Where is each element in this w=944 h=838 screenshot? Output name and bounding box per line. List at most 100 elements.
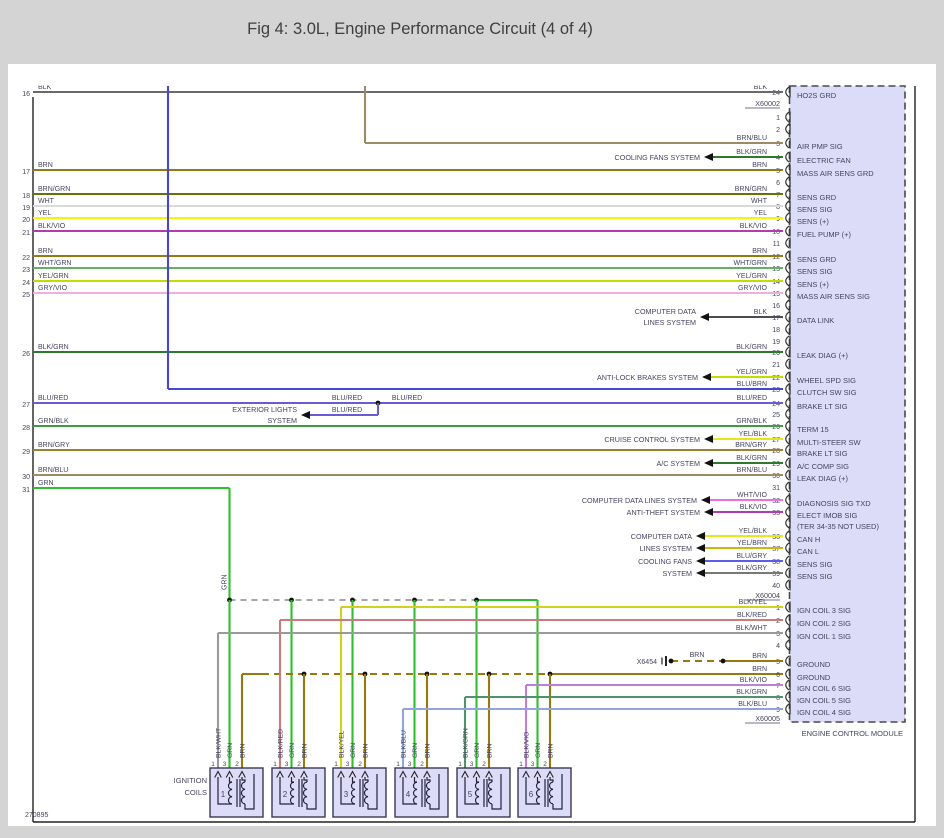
coil-wire-label: BRN bbox=[425, 744, 432, 758]
connector-label-X60002: X60002 bbox=[755, 99, 780, 108]
ecm-pin-X60004-7: 7 SENS GRD BRN/GRN bbox=[33, 186, 837, 202]
coil-pin-number: 2 bbox=[543, 761, 547, 768]
pin-number: 9 bbox=[776, 216, 780, 223]
ground-connector-label: X6454 bbox=[637, 659, 657, 666]
left-row-21: 21 BLK/VIO bbox=[22, 223, 66, 237]
pin-signal-name: (TER 34-35 NOT USED) bbox=[797, 522, 879, 531]
coil-pin-number: 1 bbox=[334, 761, 338, 768]
pin-signal-name: AIR PMP SIG bbox=[797, 142, 843, 151]
left-row-27: 27 BLU/RED bbox=[22, 395, 68, 409]
pin-number: 14 bbox=[772, 279, 780, 286]
left-row-16: 16 BLK bbox=[22, 86, 51, 99]
pin-wire-label: BLK/VIO bbox=[740, 223, 768, 230]
branch-wire-label: BLU/RED bbox=[392, 395, 422, 402]
coil-number: 6 bbox=[529, 790, 534, 799]
pin-number: 11 bbox=[773, 241, 780, 248]
ecm-pin-X60004-30: 30 LEAK DIAG (+) BRN/BLU bbox=[33, 467, 849, 483]
ecm-pin-X60005-4: 4 bbox=[776, 639, 791, 651]
pin-number: 38 bbox=[772, 559, 780, 566]
left-pin-number: 25 bbox=[22, 292, 30, 299]
pin-signal-name: IGN COIL 3 SIG bbox=[797, 606, 851, 615]
pin-wire-label: BLK/VIO bbox=[740, 677, 768, 684]
coil-pin-number: 2 bbox=[297, 761, 301, 768]
coil-number: 1 bbox=[221, 790, 226, 799]
pin-number: 2 bbox=[776, 618, 780, 625]
ecm-pin-X60004-31: 31 bbox=[772, 481, 791, 493]
pin-number: 30 bbox=[772, 473, 780, 480]
left-pin-column: 16 BLK 17 BRN 18 BRN/GRN 19 WHT 20 YEL 21 BLK/VIO 22… bbox=[22, 86, 71, 495]
system-ref-1: COMPUTER DATA LINES SYSTEM bbox=[635, 307, 696, 327]
pin-signal-name: SENS SIG bbox=[797, 572, 833, 581]
left-pin-number: 28 bbox=[22, 425, 30, 432]
coil-wire-label: BRN bbox=[302, 744, 309, 758]
pin-wire-label: YEL/GRN bbox=[736, 273, 767, 280]
pin-wire-label: BLK bbox=[754, 84, 768, 91]
footer-id: 270895 bbox=[25, 812, 48, 819]
pin-signal-name: CLUTCH SW SIG bbox=[797, 388, 857, 397]
coil-wire-label: BLK/RED bbox=[278, 729, 285, 758]
ecm-pin-X60004-11: 11 bbox=[773, 237, 791, 249]
ecm-pin-X60004-20: 20 LEAK DIAG (+) BLK/GRN bbox=[33, 344, 849, 360]
coil-pin-number: 1 bbox=[519, 761, 523, 768]
coil-wire-label: BLK/VIO bbox=[524, 732, 531, 758]
pin-wire-label: WHT bbox=[751, 198, 768, 205]
pin-signal-name: SENS SIG bbox=[797, 205, 833, 214]
system-ref-label: ANTI-THEFT SYSTEM bbox=[627, 508, 700, 517]
coil-number: 2 bbox=[283, 790, 288, 799]
left-wire-label: WHT bbox=[38, 198, 55, 205]
pin-signal-name: ELECT IMOB SIG bbox=[797, 511, 857, 520]
ecm-pin-X60004-22: 22 WHEEL SPD SIG YEL/GRN bbox=[702, 369, 856, 385]
branch-wire-label: BLU/RED bbox=[332, 395, 362, 402]
system-ref-4: A/C SYSTEM bbox=[656, 459, 700, 468]
system-ref-label: LINES SYSTEM bbox=[640, 544, 692, 553]
pin-number: 31 bbox=[772, 485, 780, 492]
system-ref-label: LINES SYSTEM bbox=[644, 318, 696, 327]
ecm-pin-X60005-1: 1 IGN COIL 3 SIG BLK/YEL bbox=[339, 599, 851, 771]
wiring-diagram: ENGINE CONTROL MODULE270895GRN16BLK17BRN… bbox=[22, 84, 916, 823]
system-ref-5: COMPUTER DATA LINES SYSTEM bbox=[582, 496, 697, 505]
pin-wire-label: BLK/YEL bbox=[739, 599, 768, 606]
system-ref-label: ANTI-LOCK BRAKES SYSTEM bbox=[597, 373, 698, 382]
left-pin-number: 19 bbox=[22, 205, 30, 212]
pin-wire-label: BLU/BRN bbox=[737, 381, 767, 388]
pin-number: 7 bbox=[776, 192, 780, 199]
coil-pin-number: 1 bbox=[211, 761, 215, 768]
pin-wire-label: YEL/BLK bbox=[739, 431, 768, 438]
left-row-20: 20 YEL bbox=[22, 210, 51, 224]
ecm-pin-X60004-17: 17 DATA LINK BLK bbox=[700, 309, 834, 325]
ecm-pin-X60004-14: 14 SENS (+) YEL/GRN bbox=[33, 273, 829, 289]
coil-pin-number: 3 bbox=[408, 761, 412, 768]
pin-number: 2 bbox=[776, 127, 780, 134]
ecm-pin-X60004-12: 12 SENS GRD BRN bbox=[33, 248, 837, 264]
figure-title: Fig 4: 3.0L, Engine Performance Circuit … bbox=[247, 20, 593, 38]
ecm-pin-X60004-40: 40 bbox=[772, 579, 791, 591]
ecm-module-box: ENGINE CONTROL MODULE bbox=[788, 85, 906, 738]
pin-signal-name: SENS GRD bbox=[797, 193, 837, 202]
pin-wire-label: BLK/GRY bbox=[737, 565, 768, 572]
pin-signal-name: DIAGNOSIS SIG TXD bbox=[797, 499, 871, 508]
ecm-pin-X60004-32: 32 DIAGNOSIS SIG TXD WHT/VIO bbox=[701, 492, 871, 508]
pin-signal-name: MULTI-STEER SW bbox=[797, 438, 862, 447]
pin-wire-label: BRN/GRN bbox=[735, 186, 767, 193]
left-wire-label: BLU/RED bbox=[38, 395, 68, 402]
ecm-pin-X60004-27: 27 MULTI-STEER SW YEL/BLK bbox=[704, 431, 862, 447]
pin-wire-label: BLK/WHT bbox=[736, 625, 768, 632]
pin-number: 20 bbox=[772, 350, 780, 357]
system-ref-2: ANTI-LOCK BRAKES SYSTEM bbox=[597, 373, 698, 382]
pin-wire-label: YEL/BRN bbox=[737, 540, 767, 547]
pin-signal-name: CAN L bbox=[797, 547, 819, 556]
system-ref-label: SYSTEM bbox=[267, 416, 297, 425]
coil-pin-number: 2 bbox=[482, 761, 486, 768]
coil-pin-number: 2 bbox=[235, 761, 239, 768]
exterior-lights-branch: BLU/RED BLU/RED BLU/RED EXTERIOR LIGHTS SYST… bbox=[232, 395, 422, 425]
pin-number: 10 bbox=[772, 229, 780, 236]
left-pin-number: 27 bbox=[22, 402, 30, 409]
left-wire-label: YEL/GRN bbox=[38, 273, 69, 280]
left-row-23: 23 WHT/GRN bbox=[22, 260, 71, 274]
branch-wire-label: BLU/RED bbox=[332, 407, 362, 414]
ecm-pin-X60004-9: 9 SENS (+) YEL bbox=[33, 210, 829, 226]
